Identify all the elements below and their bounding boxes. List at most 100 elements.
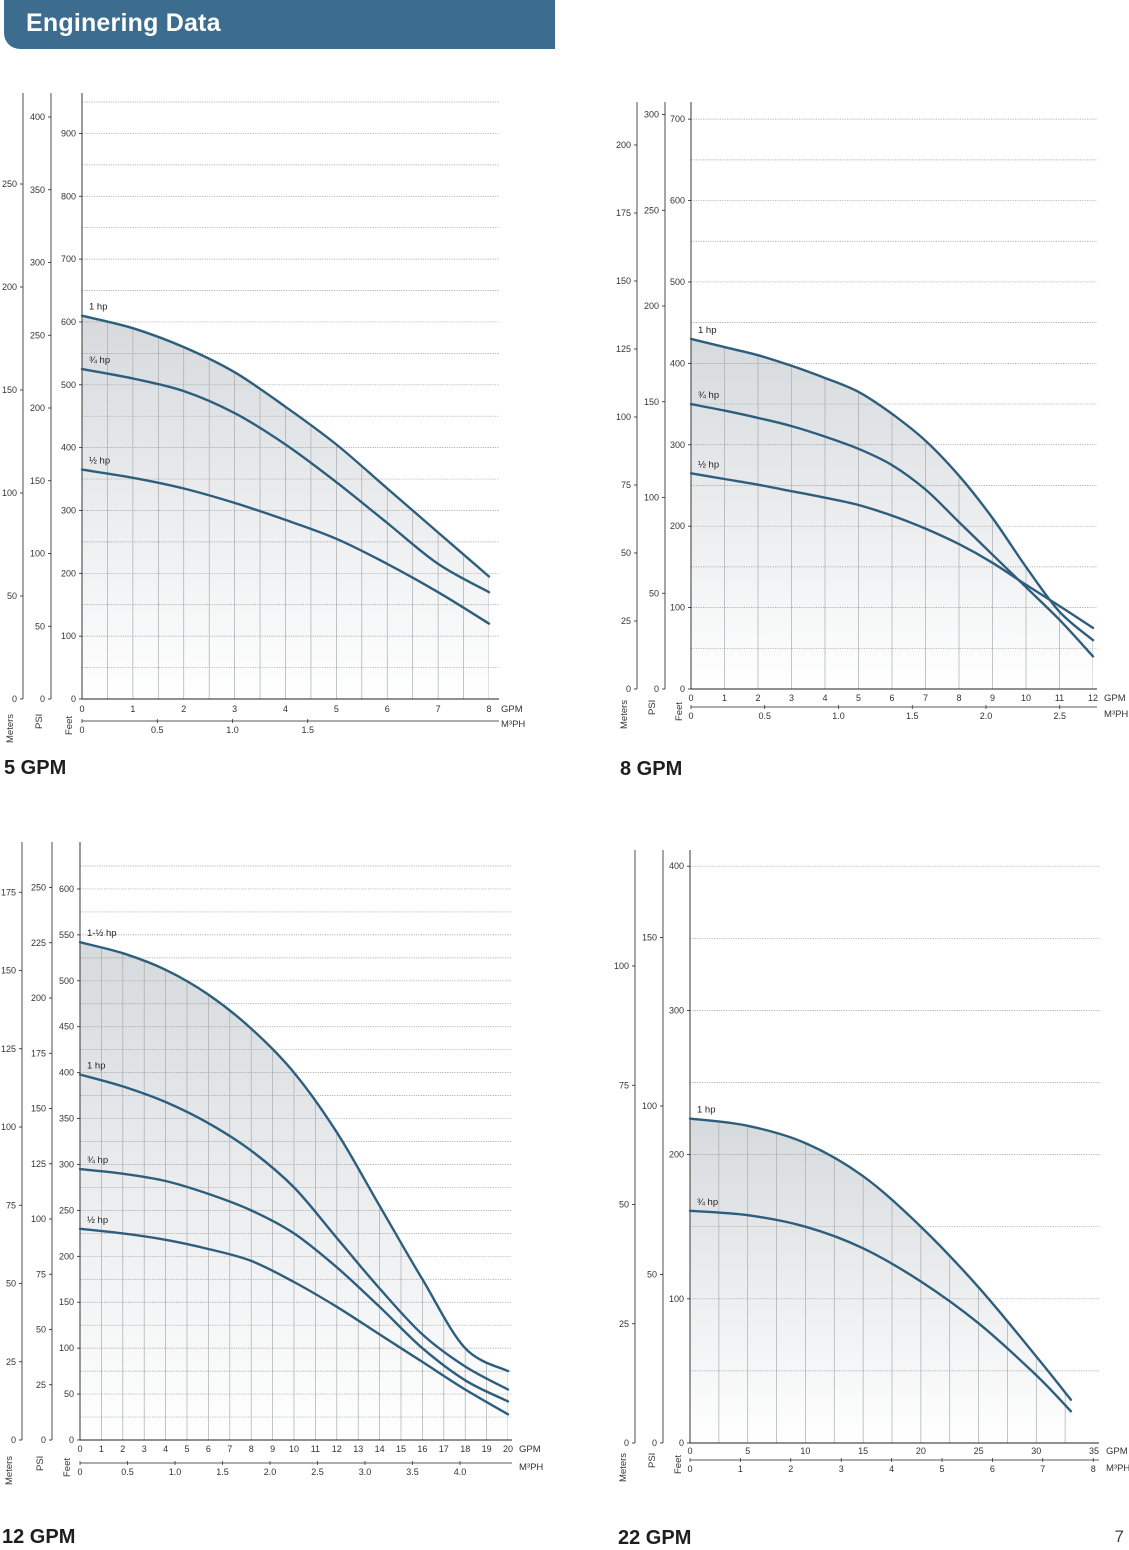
psi-tick-label: 175 (31, 1048, 46, 1058)
gpm-tick-label: 10 (1021, 693, 1031, 703)
feet-tick-label: 0 (680, 684, 685, 694)
feet-tick-label: 0 (69, 1435, 74, 1445)
meters-tick-label: 75 (6, 1200, 16, 1210)
gpm-unit-label: GPM (519, 1444, 541, 1455)
meters-tick-label: 100 (2, 488, 17, 498)
psi-tick-label: 100 (31, 1214, 46, 1224)
meters-tick-label: 25 (621, 616, 631, 626)
curve-1 (78, 1073, 510, 1391)
meters-tick-label: 50 (619, 1200, 629, 1210)
feet-tick-label: 50 (64, 1389, 74, 1399)
gpm-tick-label: 1 (130, 704, 135, 714)
feet-tick-label: 600 (670, 196, 685, 206)
m3ph-tick-label: 2.0 (980, 711, 993, 721)
psi-tick-label: 125 (31, 1159, 46, 1169)
m3ph-tick-label: 1.5 (906, 711, 919, 721)
m3ph-tick-label: 1.0 (226, 725, 239, 735)
curve-label: ¾ hp (87, 1155, 108, 1166)
meters-tick-label: 175 (1, 887, 16, 897)
psi-tick-label: 0 (654, 684, 659, 694)
meters-tick-label: 0 (11, 1435, 16, 1445)
m3ph-tick-label: 3.5 (406, 1467, 419, 1477)
feet-tick-label: 300 (669, 1005, 684, 1015)
meters-tick-label: 200 (2, 282, 17, 292)
curve-1 (80, 367, 491, 594)
gpm-tick-label: 12 (1088, 693, 1098, 703)
feet-tick-label: 200 (59, 1251, 74, 1261)
page-header-title: Enginering Data (26, 9, 221, 37)
curve-label: 1 hp (89, 302, 108, 313)
feet-tick-label: 500 (59, 976, 74, 986)
meters-tick-label: 50 (7, 591, 17, 601)
gpm-tick-label: 10 (800, 1446, 810, 1456)
gpm-tick-label: 1 (99, 1444, 104, 1454)
meters-tick-label: 100 (614, 961, 629, 971)
gpm-tick-label: 4 (822, 693, 827, 703)
psi-tick-label: 200 (644, 301, 659, 311)
feet-unit-label: Feet (64, 716, 75, 735)
m3ph-tick-label: 4 (889, 1464, 894, 1474)
feet-tick-label: 150 (59, 1297, 74, 1307)
psi-tick-label: 150 (644, 397, 659, 407)
meters-tick-label: 250 (2, 179, 17, 189)
curve-0 (688, 1117, 1073, 1401)
feet-tick-label: 400 (669, 861, 684, 871)
psi-unit-label: PSI (647, 700, 658, 715)
feet-tick-label: 700 (61, 254, 76, 264)
curve-2 (689, 472, 1095, 630)
meters-tick-label: 50 (621, 548, 631, 558)
gpm-tick-label: 5 (745, 1446, 750, 1456)
meters-tick-label: 100 (616, 412, 631, 422)
gpm-tick-label: 6 (206, 1444, 211, 1454)
m3ph-tick-label: 1.0 (832, 711, 845, 721)
feet-tick-label: 100 (59, 1343, 74, 1353)
gpm-tick-label: 6 (385, 704, 390, 714)
psi-unit-label: PSI (35, 1456, 46, 1471)
gpm-tick-label: 9 (990, 693, 995, 703)
psi-tick-label: 250 (30, 330, 45, 340)
curve-1 (689, 402, 1095, 658)
psi-tick-label: 50 (35, 621, 45, 631)
psi-tick-label: 150 (30, 476, 45, 486)
gpm-tick-label: 5 (184, 1444, 189, 1454)
gpm-tick-label: 7 (436, 704, 441, 714)
m3ph-tick-label: 3.0 (359, 1467, 372, 1477)
psi-tick-label: 100 (30, 549, 45, 559)
gpm-tick-label: 0 (687, 1446, 692, 1456)
m3ph-tick-label: 6 (990, 1464, 995, 1474)
gpm-unit-label: GPM (1104, 693, 1126, 704)
feet-tick-label: 700 (670, 114, 685, 124)
meters-unit-label: Meters (5, 714, 16, 743)
gpm-tick-label: 30 (1031, 1446, 1041, 1456)
feet-tick-label: 300 (670, 440, 685, 450)
psi-tick-label: 0 (41, 1435, 46, 1445)
gpm-tick-label: 2 (120, 1444, 125, 1454)
curve-label: ½ hp (89, 456, 110, 467)
meters-tick-label: 0 (626, 684, 631, 694)
m3ph-tick-label: 1.0 (169, 1467, 182, 1477)
curve-2 (80, 468, 491, 625)
gpm-tick-label: 2 (181, 704, 186, 714)
psi-tick-label: 300 (30, 258, 45, 268)
m3ph-tick-label: 0 (687, 1464, 692, 1474)
psi-tick-label: 225 (31, 938, 46, 948)
meters-tick-label: 175 (616, 208, 631, 218)
gpm-tick-label: 19 (482, 1444, 492, 1454)
chart-title-22gpm: 22 GPM (618, 1527, 692, 1549)
gpm-tick-label: 1 (722, 693, 727, 703)
gpm-tick-label: 35 (1089, 1446, 1099, 1456)
meters-tick-label: 75 (621, 480, 631, 490)
curve-fill (690, 1118, 1071, 1443)
curve-label: 1 hp (698, 325, 717, 336)
curve-1 (688, 1209, 1073, 1413)
m3ph-tick-label: 7 (1040, 1464, 1045, 1474)
psi-tick-label: 25 (36, 1380, 46, 1390)
chart-0: 0100200300400500600700800900050100150200… (2, 93, 525, 743)
chart-title-12gpm: 12 GPM (2, 1526, 76, 1548)
psi-tick-label: 150 (31, 1104, 46, 1114)
gpm-tick-label: 4 (163, 1444, 168, 1454)
m3ph-tick-label: 0 (79, 725, 84, 735)
meters-tick-label: 25 (619, 1319, 629, 1329)
m3ph-tick-label: 0.5 (121, 1467, 134, 1477)
